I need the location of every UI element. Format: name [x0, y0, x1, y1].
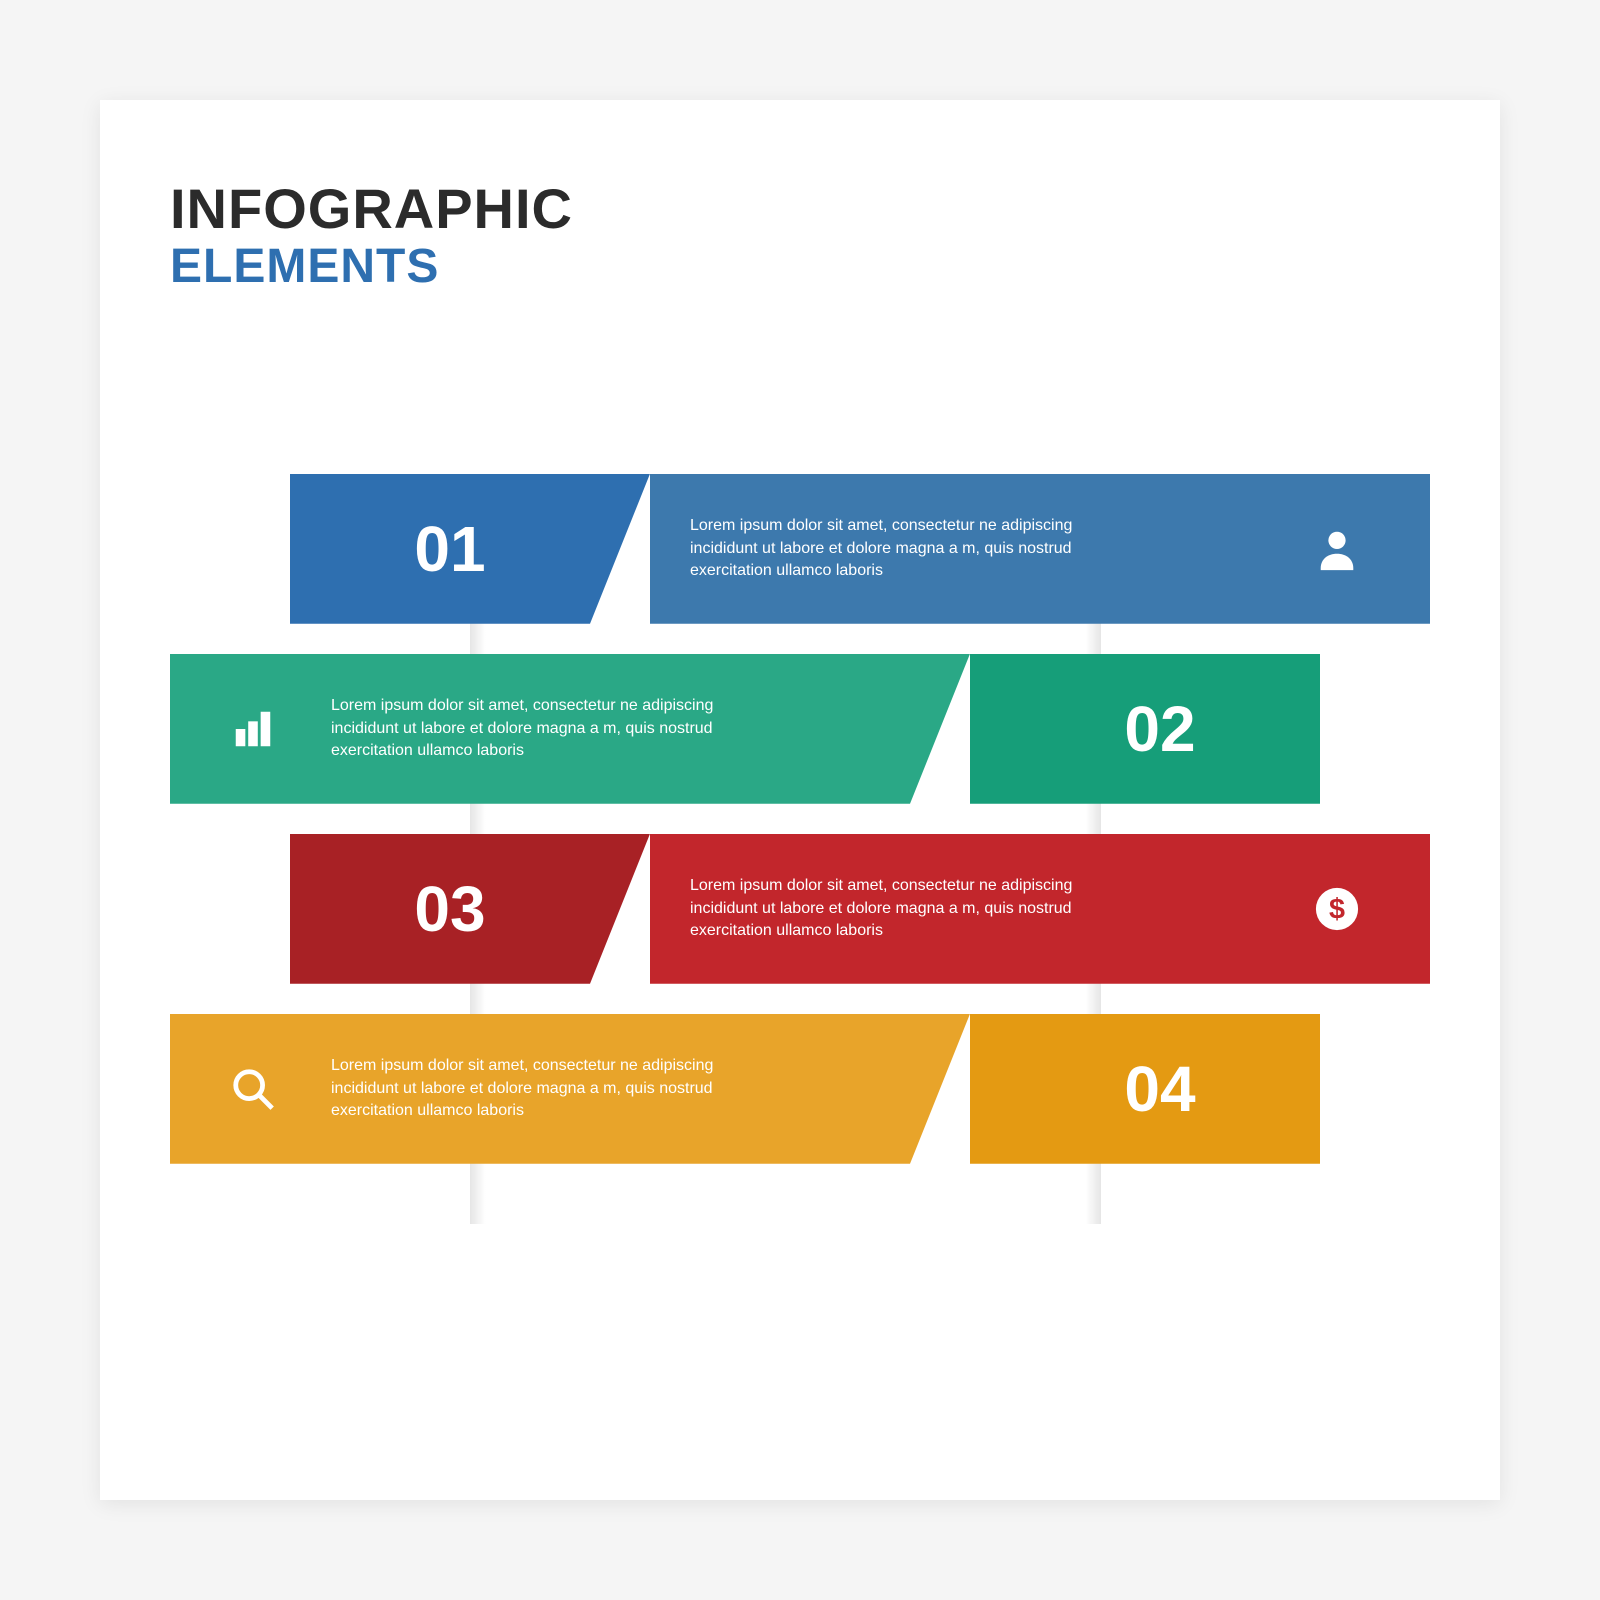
row-03-number-segment: 03: [290, 834, 650, 984]
row-01-content-segment: Lorem ipsum dolor sit amet, consectetur …: [650, 474, 1430, 624]
row-04: Lorem ipsum dolor sit amet, consectetur …: [170, 1014, 1430, 1164]
dollar-icon: $: [1314, 886, 1360, 932]
row-04-description: Lorem ipsum dolor sit amet, consectetur …: [331, 1055, 771, 1122]
row-01-number: 01: [414, 512, 485, 586]
row-01-number-segment: 01: [290, 474, 650, 624]
row-03-content-segment: Lorem ipsum dolor sit amet, consectetur …: [650, 834, 1430, 984]
row-04-number: 04: [1124, 1052, 1195, 1126]
row-01-description: Lorem ipsum dolor sit amet, consectetur …: [690, 515, 1130, 582]
svg-text:$: $: [1329, 893, 1345, 925]
infographic-canvas: INFOGRAPHIC ELEMENTS 01 Lorem ipsum dolo…: [100, 100, 1500, 1500]
bar-chart-icon: [230, 706, 276, 752]
row-03-description: Lorem ipsum dolor sit amet, consectetur …: [690, 875, 1130, 942]
row-01: 01 Lorem ipsum dolor sit amet, consectet…: [170, 474, 1430, 624]
row-02-content-segment: Lorem ipsum dolor sit amet, consectetur …: [170, 654, 970, 804]
row-02-number: 02: [1124, 692, 1195, 766]
row-03: 03 Lorem ipsum dolor sit amet, consectet…: [170, 834, 1430, 984]
row-04-content-segment: Lorem ipsum dolor sit amet, consectetur …: [170, 1014, 970, 1164]
search-icon: [230, 1066, 276, 1112]
title-main: INFOGRAPHIC: [170, 180, 1430, 239]
header: INFOGRAPHIC ELEMENTS: [170, 180, 1430, 294]
row-02-description: Lorem ipsum dolor sit amet, consectetur …: [331, 695, 771, 762]
row-02-number-segment: 02: [970, 654, 1320, 804]
row-04-number-segment: 04: [970, 1014, 1320, 1164]
row-03-number: 03: [414, 872, 485, 946]
title-sub: ELEMENTS: [170, 239, 1430, 294]
infographic-rows: 01 Lorem ipsum dolor sit amet, consectet…: [170, 474, 1430, 1164]
row-02: Lorem ipsum dolor sit amet, consectetur …: [170, 654, 1430, 804]
user-icon: [1314, 526, 1360, 572]
